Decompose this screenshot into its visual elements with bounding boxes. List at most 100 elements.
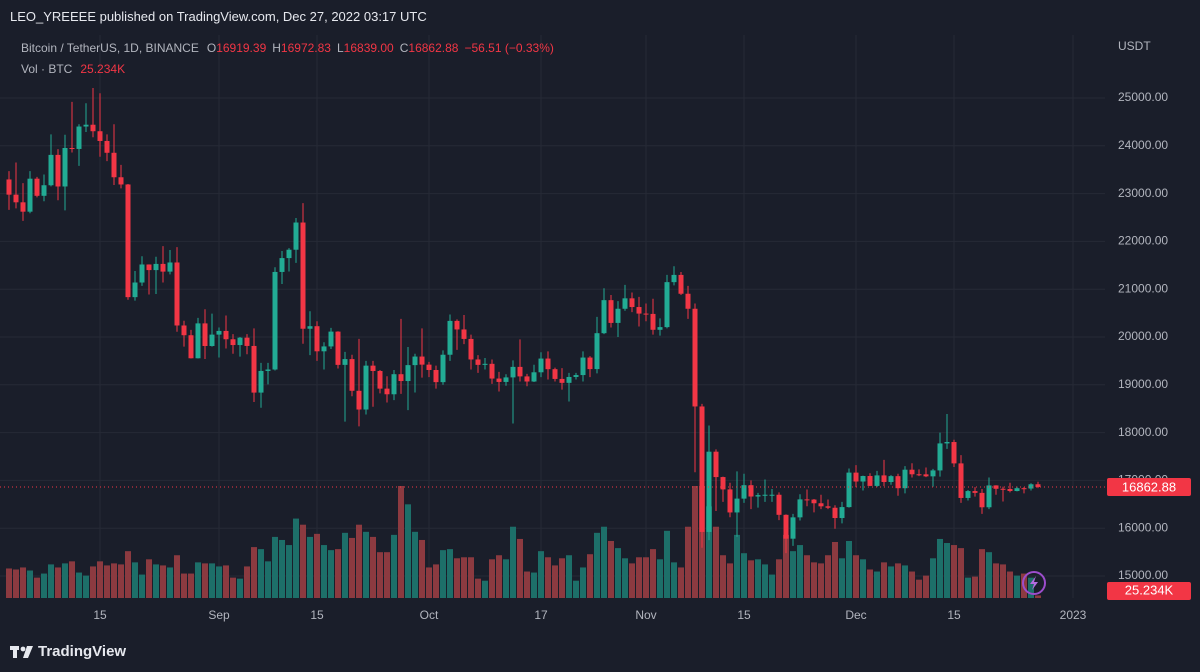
- candle-body: [517, 366, 523, 377]
- x-tick-label: 2023: [1060, 608, 1087, 622]
- volume-bar: [48, 564, 54, 598]
- volume-bar: [489, 559, 495, 598]
- candle-body: [566, 376, 572, 383]
- candle-body: [559, 378, 565, 383]
- candle-body: [1014, 488, 1020, 492]
- volume-bar: [783, 534, 789, 598]
- volume-bar: [594, 532, 600, 598]
- volume-bar: [251, 547, 257, 598]
- candle-body: [160, 263, 166, 272]
- volume-bar: [34, 577, 40, 598]
- candle-body: [300, 222, 306, 329]
- volume-bar: [1000, 564, 1006, 598]
- last-volume-label: 25.234K: [1125, 582, 1174, 597]
- candle-body: [846, 472, 852, 508]
- candle-body: [34, 178, 40, 196]
- volume-bar: [811, 562, 817, 598]
- volume-bar: [748, 560, 754, 598]
- volume-bar: [993, 563, 999, 598]
- volume-bar: [895, 563, 901, 598]
- volume-bar: [804, 555, 810, 598]
- last-volume-badge: [1107, 582, 1191, 600]
- candle-body: [797, 499, 803, 518]
- candle-body: [671, 274, 677, 283]
- volume-bar: [244, 566, 250, 598]
- x-tick-label: Dec: [845, 608, 866, 622]
- volume-bar: [349, 537, 355, 598]
- candle-body: [832, 507, 838, 519]
- volume-bar: [482, 580, 488, 598]
- volume-bar: [601, 526, 607, 598]
- volume-bar: [566, 555, 572, 598]
- axes: 15000.0016000.0017000.0018000.0019000.00…: [93, 90, 1191, 622]
- volume-bar: [363, 531, 369, 598]
- candle-body: [881, 475, 887, 482]
- candle-body: [909, 469, 915, 475]
- volume-bar: [258, 549, 264, 598]
- candle-body: [258, 370, 264, 393]
- candle-body: [6, 179, 12, 195]
- candle-body: [104, 140, 110, 153]
- y-tick-label: 24000.00: [1118, 138, 1168, 152]
- volume-bar: [216, 566, 222, 598]
- candle-body: [748, 485, 754, 497]
- candle-body: [636, 307, 642, 314]
- candle-body: [265, 369, 271, 371]
- candle-body: [958, 463, 964, 498]
- volume-bar: [552, 565, 558, 598]
- volume-bar: [230, 577, 236, 598]
- candle-body: [188, 335, 194, 359]
- candle-body: [867, 476, 873, 486]
- volume-bar: [825, 555, 831, 598]
- candle-body: [342, 359, 348, 365]
- volume-bar: [433, 564, 439, 598]
- candle-body: [314, 326, 320, 352]
- alert-icon[interactable]: [1022, 571, 1046, 595]
- volume-bar: [881, 562, 887, 598]
- volume-bar: [538, 551, 544, 598]
- volume-bar: [867, 569, 873, 598]
- candle-body: [433, 369, 439, 383]
- volume-bar: [41, 573, 47, 598]
- volume-bar: [790, 551, 796, 598]
- candle-body: [468, 338, 474, 360]
- candle-body: [902, 469, 908, 489]
- candle-body: [622, 298, 628, 309]
- volume-bar: [916, 579, 922, 598]
- candle-body: [783, 514, 789, 539]
- volume-bar: [195, 562, 201, 598]
- volume-bar: [965, 577, 971, 598]
- candle-body: [755, 495, 761, 497]
- volume-bar: [664, 530, 670, 598]
- volume-bar: [657, 559, 663, 598]
- candle-body: [629, 298, 635, 308]
- candle-body: [167, 262, 173, 272]
- volume-bar: [671, 562, 677, 598]
- volume-bar: [769, 574, 775, 598]
- alert-bolt: [1030, 576, 1038, 590]
- volume-bar: [510, 526, 516, 598]
- candle-body: [790, 517, 796, 539]
- candle-body: [377, 370, 383, 389]
- candle-body: [111, 152, 117, 178]
- y-tick-label: 22000.00: [1118, 234, 1168, 248]
- volume-bar: [615, 548, 621, 598]
- volume-bar: [132, 562, 138, 598]
- candle-body: [20, 202, 26, 212]
- legend-key: H: [272, 41, 281, 55]
- legend-key: O: [206, 41, 217, 55]
- plot-area: [0, 87, 1105, 598]
- volume-bar: [419, 539, 425, 598]
- volume-bar: [398, 486, 404, 598]
- volume-bar: [160, 565, 166, 598]
- volume-bar: [27, 570, 33, 598]
- candle-body: [83, 124, 89, 127]
- last-price-label: 16862.88: [1122, 479, 1176, 494]
- volume-bar: [20, 567, 26, 598]
- x-tick-label: Oct: [420, 608, 439, 622]
- candle-body: [440, 354, 446, 383]
- candle-body: [426, 364, 432, 370]
- brand: TradingView: [38, 643, 127, 660]
- candle-body: [615, 308, 621, 323]
